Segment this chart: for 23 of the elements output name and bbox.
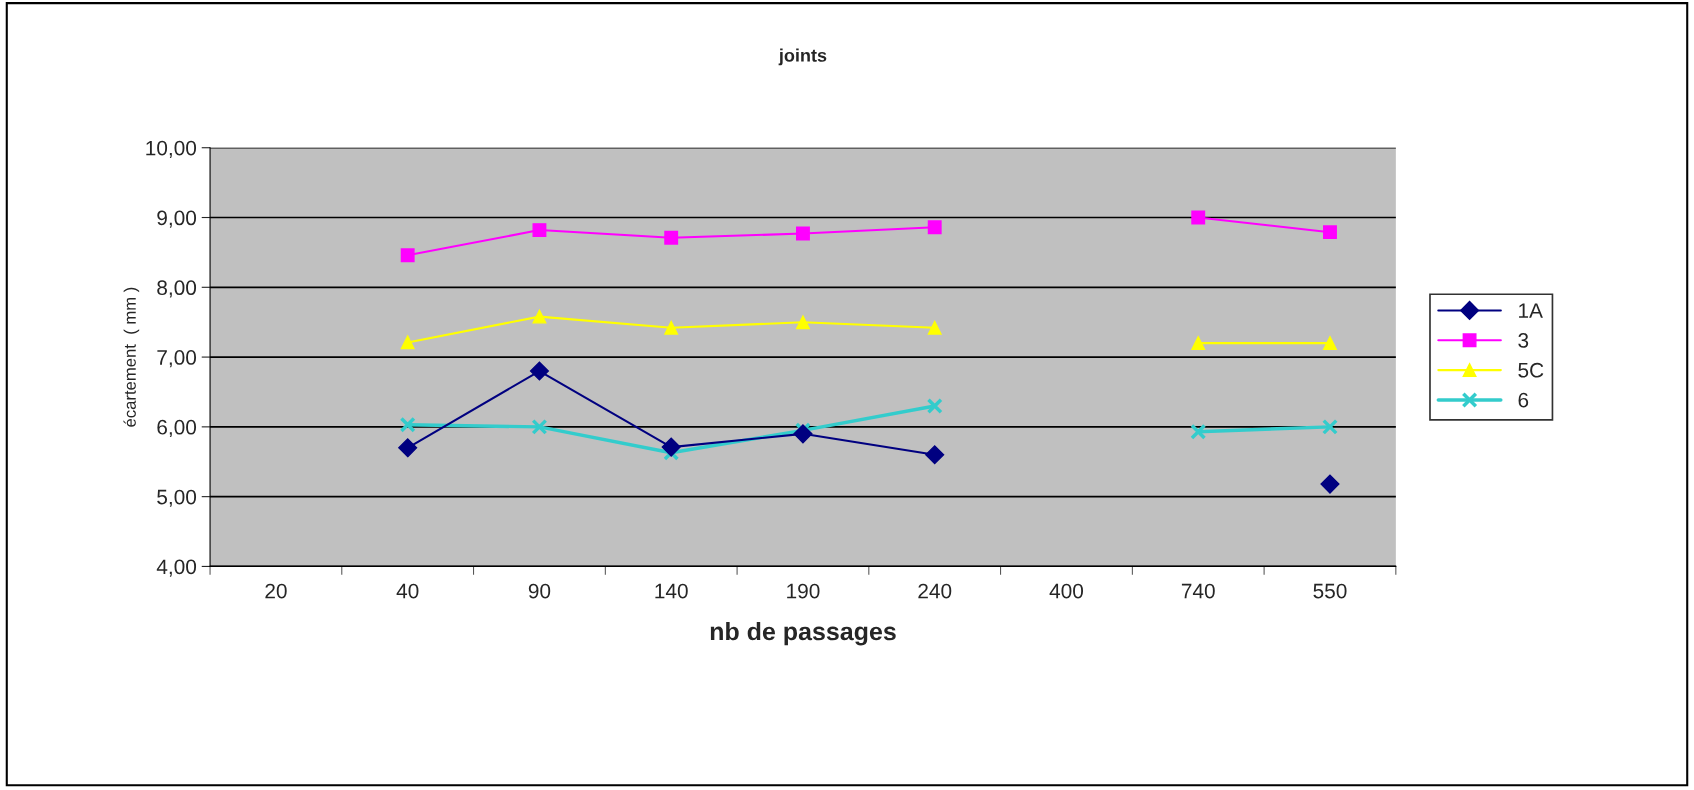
legend-label: 3 [1518,333,1529,348]
legend-label: 6 [1518,392,1529,408]
y-tick-label: 7,00 [157,350,197,368]
legend-label: 5C [1518,362,1544,378]
y-tick-label: 10,00 [146,140,197,158]
x-tick-label: 90 [528,583,551,599]
legend-label: 1A [1519,303,1543,318]
x-tick-label: 140 [655,583,688,599]
y-tick-label: 9,00 [157,210,197,228]
x-tick-label: 400 [1049,583,1084,599]
x-tick-label: 40 [396,583,419,599]
x-tick-label: 740 [1181,583,1215,599]
y-tick-label: 8,00 [157,280,197,298]
x-tick-label: 20 [265,583,287,599]
x-tick-label: 550 [1313,583,1347,599]
y-tick-label: 6,00 [157,419,197,438]
x-tick-label: 240 [918,583,952,599]
chart-title: joints [778,48,827,66]
x-axis-title: nb de passages [710,621,896,646]
y-tick-label: 4,00 [156,559,197,577]
y-axis-title: écartement ( mm ) [123,287,140,427]
x-tick-label: 190 [787,583,820,599]
y-tick-label: 5,00 [157,489,197,507]
